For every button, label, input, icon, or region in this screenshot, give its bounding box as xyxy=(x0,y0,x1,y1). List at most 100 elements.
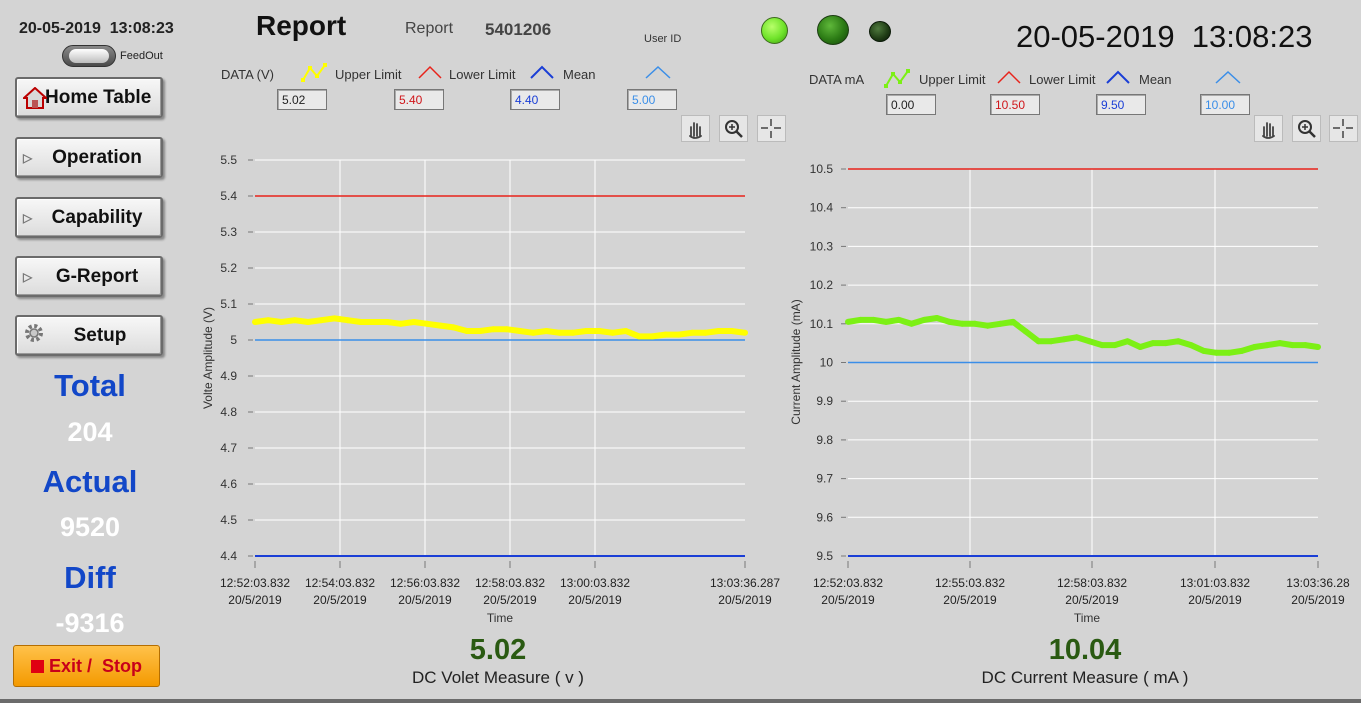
data-point xyxy=(583,328,590,334)
voltage-data-value: 5.02 xyxy=(277,89,327,110)
y-tick-label: 10.3 xyxy=(810,239,834,253)
y-tick-label: 4.8 xyxy=(220,405,237,419)
data-point xyxy=(556,329,563,336)
home-table-label: Home Table xyxy=(45,86,152,108)
status-led-off xyxy=(869,21,891,42)
exit-stop-label: Exit / Stop xyxy=(48,655,142,676)
voltage-lower-value: 4.40 xyxy=(510,89,560,110)
data-point xyxy=(742,329,748,336)
voltage-cursor-tool[interactable] xyxy=(757,115,786,142)
upper-limit-legend-icon xyxy=(301,63,327,82)
upper-limit-legend-icon xyxy=(884,69,910,88)
y-axis-label: Volte Amplitude (V) xyxy=(201,307,215,409)
voltage-readout-label: DC Volet Measure ( v ) xyxy=(412,668,584,687)
data-point xyxy=(1111,342,1118,349)
voltage-data-label: DATA (V) xyxy=(221,67,274,82)
data-point xyxy=(715,328,722,334)
voltage-pan-tool[interactable] xyxy=(681,115,710,142)
current-data-label: DATA mA xyxy=(809,72,865,87)
y-tick-label: 5.1 xyxy=(220,297,237,311)
voltage-lower-label: Lower Limit xyxy=(449,67,516,82)
lower-limit-legend-icon xyxy=(418,65,442,79)
report-label: Report xyxy=(405,20,454,37)
current-upper-label: Upper Limit xyxy=(919,72,986,87)
play-arrow-icon: ▷ xyxy=(23,269,33,284)
data-point xyxy=(689,329,695,336)
current-pan-tool[interactable] xyxy=(1254,115,1283,142)
x-tick-label-date: 20/5/2019 xyxy=(228,593,282,607)
setup-button[interactable]: Setup xyxy=(15,315,163,356)
x-axis-label: Time xyxy=(487,611,514,625)
x-tick-label-time: 12:52:03.832 xyxy=(220,576,290,590)
data-point xyxy=(530,329,537,336)
hand-icon xyxy=(689,122,702,139)
y-tick-label: 9.5 xyxy=(816,549,833,563)
current-upper-value: 10.50 xyxy=(990,94,1040,115)
home-table-button[interactable]: Home Table xyxy=(15,77,163,118)
data-point xyxy=(857,316,864,323)
g-report-button[interactable]: ▷ G-Report xyxy=(15,256,163,297)
mean-legend-icon xyxy=(1106,70,1130,84)
exit-stop-button[interactable]: Exit / Stop xyxy=(13,645,160,687)
total-value: 204 xyxy=(67,417,113,447)
x-tick-label-date: 20/5/2019 xyxy=(943,593,997,607)
voltage-chart-group: 5.5 5.4 5.3 5.2 5.1 5 4.9 4.8 4.7 4.6 4.5 4.4 12:52:… xyxy=(201,153,780,625)
current-zoom-tool[interactable] xyxy=(1292,115,1321,142)
mean-legend-icon xyxy=(530,65,554,79)
actual-label: Actual xyxy=(42,464,138,499)
data-point xyxy=(1251,344,1258,350)
data-point xyxy=(1213,349,1220,356)
data-point xyxy=(291,317,298,324)
data-point xyxy=(543,328,550,334)
data-point xyxy=(1035,338,1042,345)
user-id-label: User ID xyxy=(644,33,682,45)
data-point xyxy=(265,317,272,324)
data-point xyxy=(636,333,643,340)
data-point xyxy=(1200,347,1207,354)
play-arrow-icon: ▷ xyxy=(23,150,33,165)
g-report-label: G-Report xyxy=(55,265,139,287)
data-point xyxy=(1149,340,1156,347)
x-tick-label-date: 20/5/2019 xyxy=(568,593,622,607)
voltage-upper-label: Upper Limit xyxy=(335,67,402,82)
feedout-toggle-knob xyxy=(69,49,109,63)
data-point xyxy=(895,316,902,323)
y-tick-label: 9.9 xyxy=(816,394,833,408)
data-point xyxy=(1010,318,1017,325)
feedout-toggle[interactable] xyxy=(62,45,116,67)
x-tick-label-date: 20/5/2019 xyxy=(718,593,772,607)
data-point xyxy=(1124,338,1131,345)
total-label: Total xyxy=(54,368,126,403)
home-icon xyxy=(21,86,49,109)
data-point xyxy=(972,320,978,327)
data-point xyxy=(1276,340,1283,347)
current-lower-value: 9.50 xyxy=(1096,94,1146,115)
capability-button[interactable]: ▷ Capability xyxy=(15,197,163,238)
y-axis-label: Current Amplitude (mA) xyxy=(789,299,803,424)
current-data-value: 0.00 xyxy=(886,94,936,115)
voltage-mean-label: Mean xyxy=(563,67,596,82)
current-cursor-tool[interactable] xyxy=(1329,115,1358,142)
data-point xyxy=(450,324,457,331)
zoom-icon xyxy=(725,120,743,138)
x-tick-label-date: 20/5/2019 xyxy=(398,593,452,607)
data-point xyxy=(870,316,877,323)
voltage-zoom-tool[interactable] xyxy=(719,115,748,142)
x-tick-label-time: 12:54:03.832 xyxy=(305,576,375,590)
operation-label: Operation xyxy=(52,146,142,168)
crosshair-icon xyxy=(1333,119,1353,138)
lower-limit-legend-icon xyxy=(997,70,1021,84)
data-point xyxy=(1289,342,1296,349)
data-point xyxy=(490,326,497,333)
diff-label: Diff xyxy=(64,560,116,595)
data-point xyxy=(609,329,616,336)
y-tick-label: 5.5 xyxy=(220,153,237,167)
x-tick-label-time: 12:52:03.832 xyxy=(813,576,883,590)
y-tick-label: 5.4 xyxy=(220,189,237,203)
operation-button[interactable]: ▷ Operation xyxy=(15,137,163,178)
hand-icon xyxy=(1262,122,1275,139)
x-tick-label-time: 12:56:03.832 xyxy=(390,576,460,590)
data-point xyxy=(921,316,928,323)
x-tick-label-time: 12:58:03.832 xyxy=(1057,576,1127,590)
